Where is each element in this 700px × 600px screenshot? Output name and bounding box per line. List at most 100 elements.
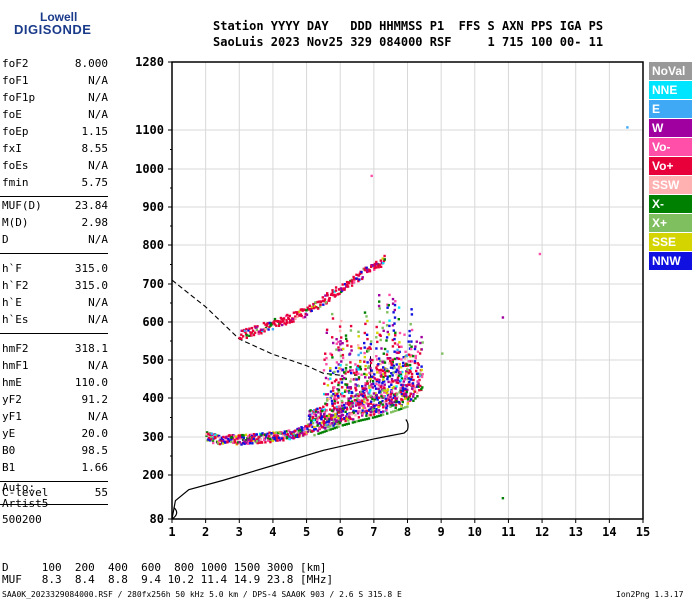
- echo-point: [317, 300, 321, 303]
- echo-point: [369, 410, 372, 414]
- param-row: foF1p N/A: [2, 91, 108, 107]
- echo-point: [207, 436, 211, 439]
- echo-point: [305, 425, 309, 428]
- echo-point: [239, 436, 243, 440]
- echo-point: [341, 353, 345, 357]
- param-key: D: [2, 233, 9, 246]
- echo-point: [270, 432, 273, 435]
- echo-point: [403, 378, 406, 381]
- x-tick-label: 5: [303, 525, 310, 539]
- echo-point: [348, 352, 352, 355]
- echo-point: [337, 349, 340, 352]
- echo-point: [322, 303, 325, 306]
- echo-point: [383, 347, 387, 351]
- echo-point: [366, 269, 370, 273]
- echo-point: [368, 346, 371, 349]
- echo-point: [385, 409, 388, 412]
- echo-point: [311, 412, 314, 415]
- echo-point: [413, 347, 417, 351]
- echo-point: [391, 374, 394, 377]
- echo-point: [288, 321, 291, 324]
- echo-point: [364, 410, 367, 413]
- echo-point: [329, 367, 332, 370]
- echo-point: [322, 299, 325, 302]
- echo-point: [319, 300, 323, 303]
- echo-point: [335, 342, 338, 345]
- echo-point: [396, 409, 399, 412]
- echo-point: [380, 347, 383, 350]
- echo-point: [385, 324, 389, 327]
- echo-point: [309, 413, 312, 416]
- echo-point: [358, 409, 361, 413]
- echo-point: [324, 352, 327, 355]
- echo-point: [375, 263, 378, 266]
- echo-point: [386, 375, 389, 378]
- y-tick-label: 80: [150, 512, 164, 526]
- y-tick-label: 600: [142, 315, 164, 329]
- x-tick-label: 10: [468, 525, 482, 539]
- echo-point: [406, 373, 409, 376]
- echo-point: [354, 409, 358, 413]
- echo-point: [221, 439, 225, 443]
- echo-point: [330, 353, 334, 357]
- echo-point: [365, 412, 368, 415]
- echo-point: [328, 297, 331, 300]
- echo-point: [343, 376, 346, 380]
- echo-point: [326, 397, 329, 401]
- chart-ticks: 1 2 3 4 5 6 7 8 9 10 11 12 13 14 158020030040050060070…: [135, 55, 650, 539]
- echo-point: [421, 341, 424, 344]
- echo-point: [337, 381, 340, 384]
- echo-point: [386, 303, 389, 306]
- echo-point: [370, 375, 373, 378]
- echo-point: [375, 325, 378, 329]
- echo-point: [397, 374, 401, 377]
- echo-point: [382, 375, 385, 379]
- echo-point: [217, 442, 220, 445]
- echo-point: [294, 315, 297, 318]
- echo-point: [407, 383, 411, 386]
- echo-point: [329, 373, 332, 376]
- echo-point: [312, 418, 316, 422]
- echo-point: [331, 404, 334, 407]
- profile-base-hook: [171, 506, 178, 520]
- param-value: 1.66: [81, 461, 109, 474]
- echo-point: [329, 390, 333, 393]
- echo-point: [329, 428, 332, 431]
- panel-divider: [0, 196, 108, 197]
- param-key: B1: [2, 461, 16, 474]
- echo-point: [294, 317, 297, 320]
- echo-point: [395, 381, 398, 384]
- echo-point: [259, 330, 262, 334]
- echo-point: [357, 419, 361, 423]
- echo-point: [355, 273, 358, 276]
- param-key: h`F2: [2, 279, 29, 292]
- echo-point: [381, 399, 384, 403]
- echo-point: [336, 401, 339, 404]
- echo-point: [388, 402, 391, 405]
- echo-point: [372, 413, 375, 416]
- echo-point: [378, 359, 382, 363]
- echo-point: [373, 396, 376, 399]
- echo-point: [366, 319, 369, 323]
- echo-point: [221, 442, 225, 445]
- echo-point: [405, 384, 409, 388]
- echo-point: [356, 402, 360, 405]
- echo-point: [330, 399, 334, 403]
- echo-point: [250, 326, 254, 330]
- echo-point: [340, 399, 344, 403]
- echo-point: [340, 290, 343, 294]
- echo-point: [403, 333, 406, 336]
- echo-point: [348, 386, 351, 389]
- echo-point: [369, 361, 373, 365]
- echo-point: [413, 390, 417, 393]
- echo-point: [364, 384, 367, 387]
- echo-point: [370, 265, 373, 268]
- echo-point: [375, 266, 378, 269]
- echo-point: [294, 311, 298, 314]
- echo-point: [339, 343, 342, 346]
- echo-point: [335, 426, 338, 429]
- echo-point: [236, 437, 239, 440]
- echo-point: [349, 279, 352, 283]
- echo-point: [209, 432, 212, 435]
- echo-point: [279, 432, 282, 435]
